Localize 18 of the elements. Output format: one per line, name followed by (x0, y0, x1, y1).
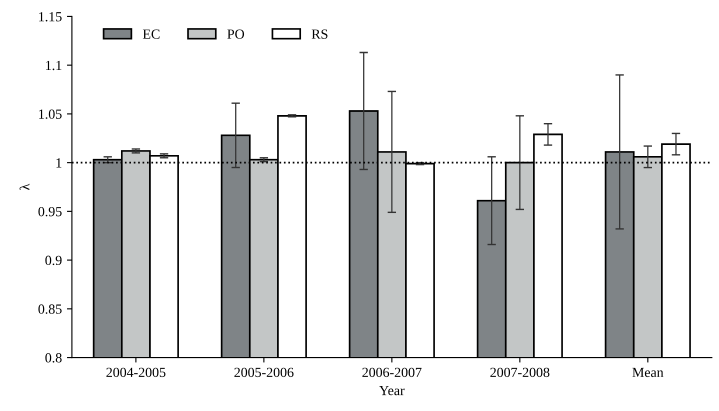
x-tick-label: 2006-2007 (362, 368, 422, 378)
y-tick-label: 1.15 (39, 12, 62, 22)
y-tick-label: 1 (56, 158, 62, 168)
legend-label: PO (227, 29, 244, 39)
y-tick-label: 1.1 (46, 60, 62, 70)
legend-label: EC (142, 29, 160, 39)
legend-label: RS (312, 29, 328, 39)
x-tick-label: 2007-2008 (490, 368, 550, 378)
x-tick-label: 2004-2005 (106, 368, 166, 378)
y-tick-label: 0.8 (45, 353, 62, 363)
y-tick-label: 0.85 (38, 304, 62, 314)
x-tick-label: Mean (632, 368, 664, 378)
y-tick-label: 1.05 (39, 109, 62, 119)
x-tick-label: 2005-2006 (234, 368, 294, 378)
x-axis-title: Year (379, 386, 405, 396)
y-tick-label: 0.9 (45, 256, 62, 266)
y-tick-label: 0.95 (38, 206, 62, 216)
y-axis-title: λ (20, 184, 30, 190)
